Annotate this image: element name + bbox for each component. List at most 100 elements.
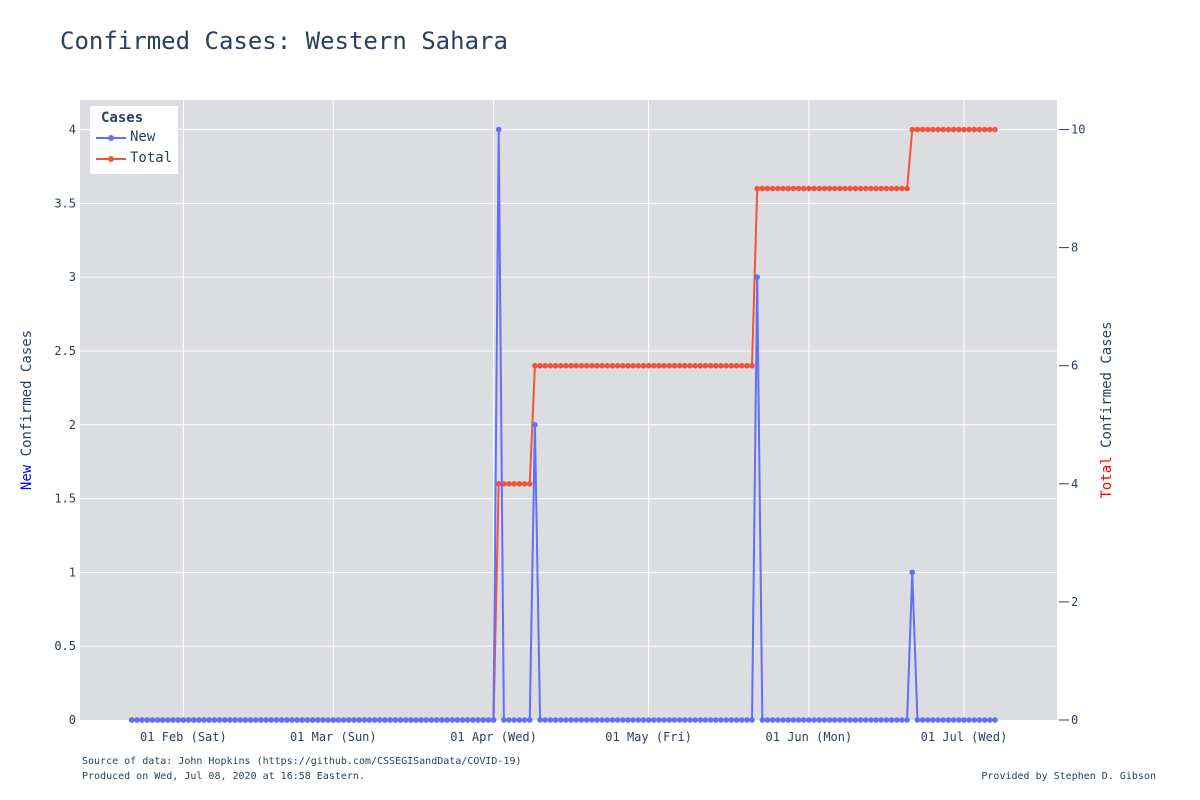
new-data-point <box>180 717 187 723</box>
new-data-point <box>687 717 693 723</box>
total-data-point <box>775 185 781 192</box>
new-data-point <box>692 717 698 723</box>
new-data-point <box>759 717 766 723</box>
new-data-point <box>340 717 347 723</box>
y-right-tick-label: 8 <box>1071 241 1078 255</box>
total-data-point <box>650 362 657 369</box>
total-data-point <box>976 126 983 133</box>
total-data-point <box>981 126 988 133</box>
new-data-point <box>139 717 145 723</box>
footer-source: Source of data: John Hopkins (https://gi… <box>82 756 522 767</box>
legend-new-swatch-icon <box>96 135 126 141</box>
total-data-point <box>754 185 760 192</box>
new-data-point <box>950 717 957 723</box>
total-data-point <box>614 362 621 369</box>
new-data-point <box>459 717 466 723</box>
total-data-point <box>780 185 786 192</box>
footer-produced: Produced on Wed, Jul 08, 2020 at 16:58 E… <box>82 771 365 782</box>
new-data-point <box>588 717 595 723</box>
total-data-point <box>795 185 802 192</box>
total-data-point <box>692 362 698 369</box>
total-data-point <box>899 185 905 192</box>
new-data-point <box>470 717 476 723</box>
new-data-point <box>268 717 275 723</box>
total-data-point <box>568 362 574 369</box>
total-data-point <box>707 362 714 369</box>
y-left-tick-label: 0.5 <box>54 639 76 653</box>
new-data-point <box>206 717 213 723</box>
x-tick-label: 01 Feb (Sat) <box>140 730 227 744</box>
total-data-point <box>992 126 998 133</box>
y-right-tick-label: 2 <box>1071 595 1078 609</box>
total-data-point <box>806 185 812 192</box>
new-data-point <box>377 717 383 723</box>
new-data-point <box>495 126 502 133</box>
new-data-point <box>847 717 854 723</box>
new-data-point <box>955 717 962 723</box>
new-data-point <box>444 717 450 723</box>
new-data-point <box>625 717 631 723</box>
new-data-point <box>165 717 171 723</box>
total-data-point <box>588 362 595 369</box>
new-data-point <box>671 717 678 723</box>
new-data-point <box>361 717 368 723</box>
new-data-point <box>826 717 833 723</box>
new-data-point <box>309 717 316 723</box>
new-data-point <box>966 717 972 723</box>
total-data-point <box>749 362 755 369</box>
y-right-title-highlight: Total <box>1099 456 1115 498</box>
new-data-point <box>485 717 492 723</box>
new-data-point <box>868 717 874 723</box>
total-data-point <box>847 185 854 192</box>
y-left-title-highlight: New <box>19 464 35 490</box>
total-data-point <box>785 185 791 192</box>
total-data-point <box>630 362 636 369</box>
new-data-point <box>454 717 461 723</box>
new-data-point <box>356 717 362 723</box>
total-data-point <box>914 126 921 133</box>
total-data-point <box>609 362 616 369</box>
new-data-point <box>914 717 921 723</box>
new-data-point <box>346 717 352 723</box>
total-data-point <box>506 481 512 487</box>
new-data-point <box>852 717 859 723</box>
new-data-point <box>573 717 580 723</box>
chart-title: Confirmed Cases: Western Sahara <box>60 27 508 55</box>
new-data-point <box>330 717 337 723</box>
new-data-point <box>371 717 378 723</box>
new-data-point <box>769 717 776 723</box>
new-data-point <box>501 717 507 723</box>
axis-layer: 0 0.5 1 1.5 2 2.5 3 3.5 4 0 2 4 6 8 10 01 Feb (Sat) 01 M… <box>54 123 1085 744</box>
total-data-point <box>702 362 709 369</box>
new-data-point <box>258 717 264 723</box>
new-data-point <box>516 717 523 723</box>
total-data-point <box>744 362 750 369</box>
total-data-point <box>599 362 605 369</box>
new-data-point <box>263 717 269 723</box>
new-data-point <box>227 717 233 723</box>
total-data-point <box>723 362 729 369</box>
x-tick-label: 01 Mar (Sun) <box>290 730 377 744</box>
total-data-point <box>831 185 838 192</box>
total-data-point <box>687 362 693 369</box>
new-data-point <box>221 717 228 723</box>
new-data-point <box>490 717 497 723</box>
y-right-axis-title: Total Confirmed Cases <box>1099 321 1115 498</box>
new-data-point <box>449 717 455 723</box>
new-data-point <box>702 717 709 723</box>
new-data-point <box>609 717 616 723</box>
new-data-point <box>314 717 321 723</box>
new-data-point <box>862 717 869 723</box>
y-right-tick-label: 10 <box>1071 123 1085 137</box>
new-data-point <box>216 717 223 723</box>
new-data-point <box>283 717 290 723</box>
new-data-point <box>185 717 192 723</box>
new-data-point <box>242 717 249 723</box>
total-data-point <box>521 481 528 487</box>
y-left-tick-label: 2 <box>69 418 76 432</box>
x-tick-label: 01 May (Fri) <box>605 730 692 744</box>
footer-provided: Provided by Stephen D. Gibson <box>981 771 1156 782</box>
new-data-point <box>806 717 812 723</box>
new-data-point <box>439 717 445 723</box>
